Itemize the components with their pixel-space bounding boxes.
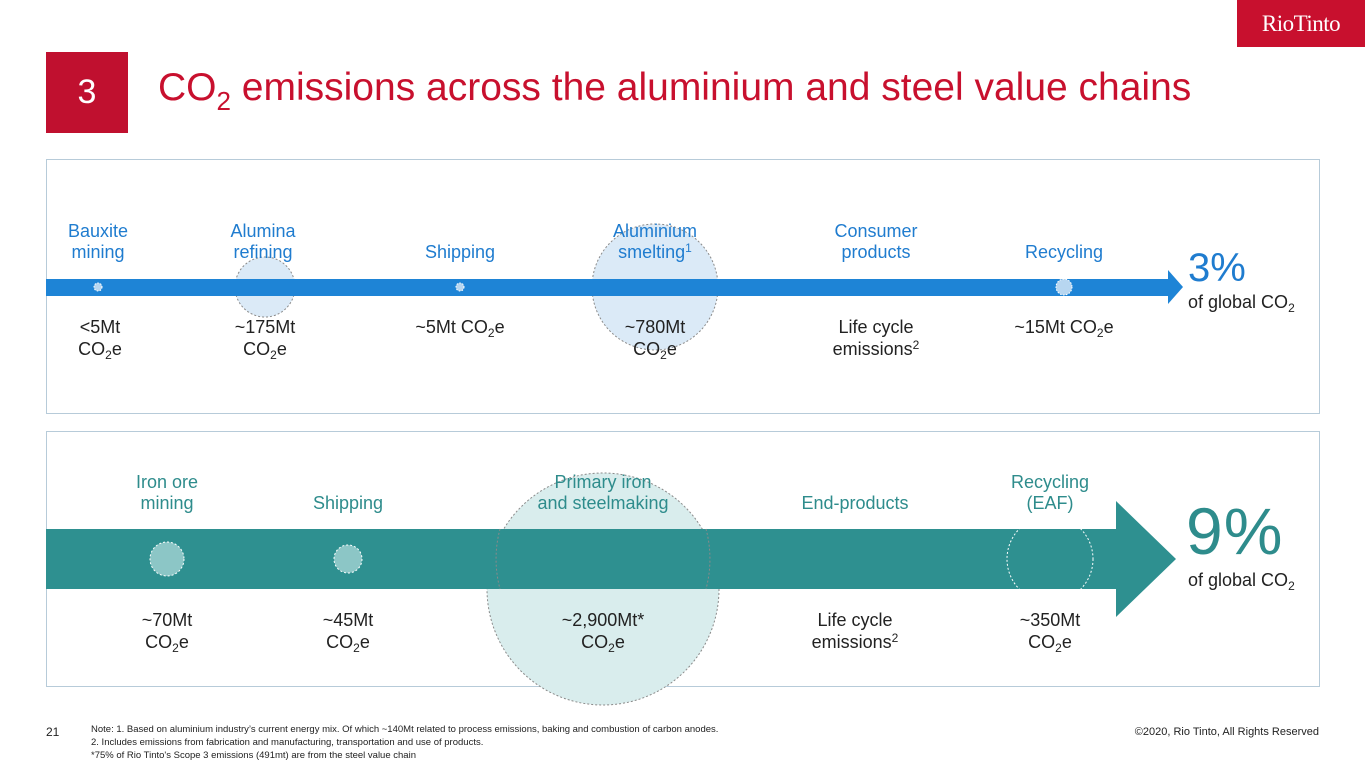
al-value-consumer: Life cycle emissions2 (832, 317, 920, 359)
st-value-shipping: ~45Mt CO2e (322, 610, 374, 655)
recycling-dot (1055, 278, 1073, 296)
steelmaking-circle-outline-right (705, 528, 711, 590)
copyright: ©2020, Rio Tinto, All Rights Reserved (1134, 726, 1319, 738)
al-value-recycling: ~15Mt CO2e (1014, 317, 1114, 340)
st-stage-iron-ore: Iron ore mining (135, 472, 199, 513)
al-stage-consumer: Consumer products (834, 221, 918, 262)
st-stage-steelmaking: Primary iron and steelmaking (537, 472, 669, 513)
al-stage-smelting: Aluminium smelting1 (612, 221, 698, 262)
bauxite-dot (93, 282, 103, 292)
eaf-highlight-circle (1006, 515, 1094, 603)
steel-share-label: of global CO2 (1188, 570, 1295, 593)
st-value-iron-ore: ~70Mt CO2e (141, 610, 193, 655)
shipping-dot (455, 282, 465, 292)
al-stage-recycling: Recycling (1024, 242, 1104, 262)
page-number: 21 (46, 725, 60, 739)
footnote-2: 2. Includes emissions from fabrication a… (91, 737, 484, 748)
footnote-3: *75% of Rio Tinto's Scope 3 emissions (4… (91, 750, 416, 761)
aluminium-arrow-bar (46, 279, 1172, 296)
section-number: 3 (46, 52, 128, 133)
aluminium-arrow-head (1168, 270, 1183, 304)
iron-ore-dot (149, 541, 185, 577)
aluminium-share-label: of global CO2 (1188, 292, 1295, 315)
steel-arrow-head (1116, 501, 1176, 617)
steel-shipping-dot (333, 544, 363, 574)
footnotes: Note: 1. Based on aluminium industry’s c… (91, 723, 1091, 762)
al-value-smelting: ~780Mt CO2e (624, 317, 686, 362)
steel-arrow-bar (46, 529, 1118, 589)
st-value-end-products: Life cycle emissions2 (811, 610, 899, 652)
steel-share-percent: 9% (1186, 494, 1284, 568)
st-value-recycling: ~350Mt CO2e (1019, 610, 1081, 655)
st-stage-recycling: Recycling (EAF) (1010, 472, 1090, 513)
steelmaking-circle-outline (495, 528, 501, 590)
al-stage-alumina: Alumina refining (230, 221, 296, 262)
rio-tinto-logo: RioTinto (1237, 0, 1365, 47)
aluminium-share-percent: 3% (1188, 246, 1246, 290)
footnote-1: Note: 1. Based on aluminium industry’s c… (91, 724, 719, 735)
st-value-steelmaking: ~2,900Mt* CO2e (561, 610, 645, 655)
st-stage-end-products: End-products (801, 493, 909, 513)
al-value-shipping: ~5Mt CO2e (415, 317, 505, 340)
st-stage-shipping: Shipping (312, 493, 384, 513)
al-value-bauxite: <5Mt CO2e (78, 317, 122, 362)
al-stage-shipping: Shipping (424, 242, 496, 262)
al-stage-bauxite: Bauxite mining (67, 221, 129, 262)
al-value-alumina: ~175Mt CO2e (234, 317, 296, 362)
page-title: CO2 emissions across the aluminium and s… (158, 66, 1192, 116)
